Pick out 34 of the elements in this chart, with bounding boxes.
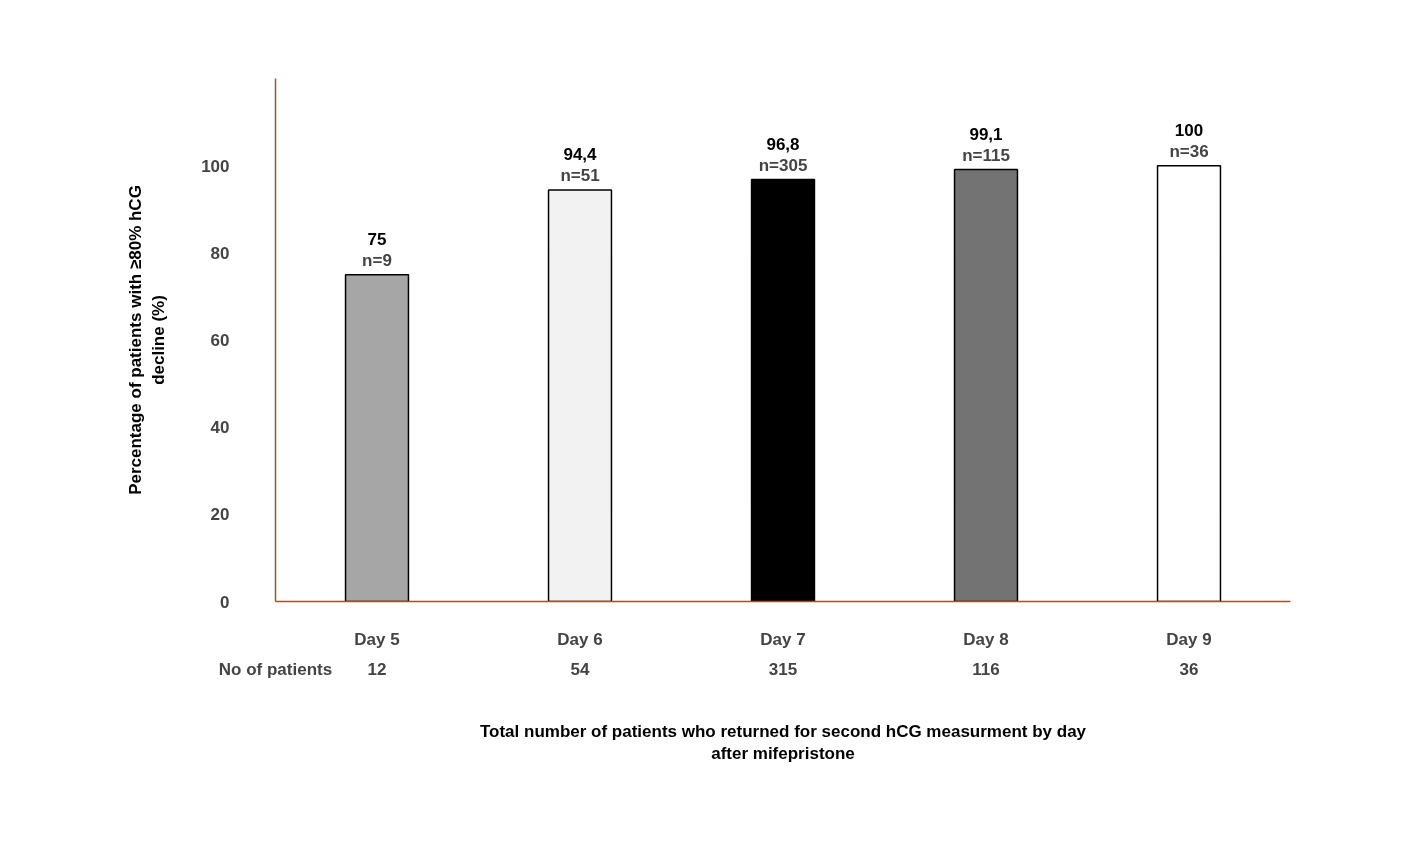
y-tick-label: 60 (210, 331, 230, 350)
bar (750, 178, 816, 602)
y-tick-label: 80 (210, 243, 230, 263)
text: 315 (768, 659, 798, 679)
text: 12 (367, 659, 387, 679)
text: 54 (570, 659, 590, 679)
annotation: n=9 (362, 250, 392, 270)
x-axis-title: Total number of patients who returned for second hCG measurment by day after mifepristone (479, 721, 1087, 764)
data-label: 94,4 (563, 145, 598, 165)
x-tick-label: Day 6 (557, 629, 603, 649)
annotation: n=115 (962, 145, 1010, 165)
data-label: 75 (367, 229, 387, 249)
annotation: n=305 (758, 155, 808, 175)
y-tick-label: 0 (220, 592, 230, 612)
y-tick-label: 20 (210, 505, 230, 525)
bar (953, 168, 1019, 602)
text: 116 (972, 659, 1000, 679)
annotation: n=36 (1169, 141, 1209, 161)
data-label: 99,1 (969, 124, 1003, 144)
x-tick-label: Day 7 (760, 629, 806, 649)
y-axis-title: Percentage of patients with ≥80% hCG decline (%) (126, 185, 169, 495)
bar (344, 273, 410, 602)
y-tick-label: 100 (201, 156, 230, 176)
bar (547, 189, 613, 602)
x-tick-label: Day 5 (354, 629, 400, 649)
data-label: 100 (1174, 120, 1204, 140)
bar (1156, 164, 1222, 602)
annotation: n=51 (560, 166, 600, 186)
data-label: 96,8 (766, 134, 800, 154)
x-tick-label: Day 9 (1166, 629, 1212, 649)
text: No of patients (218, 659, 333, 679)
y-tick-label: 40 (210, 418, 230, 438)
x-tick-label: Day 8 (963, 629, 1009, 649)
text: 36 (1179, 659, 1199, 679)
